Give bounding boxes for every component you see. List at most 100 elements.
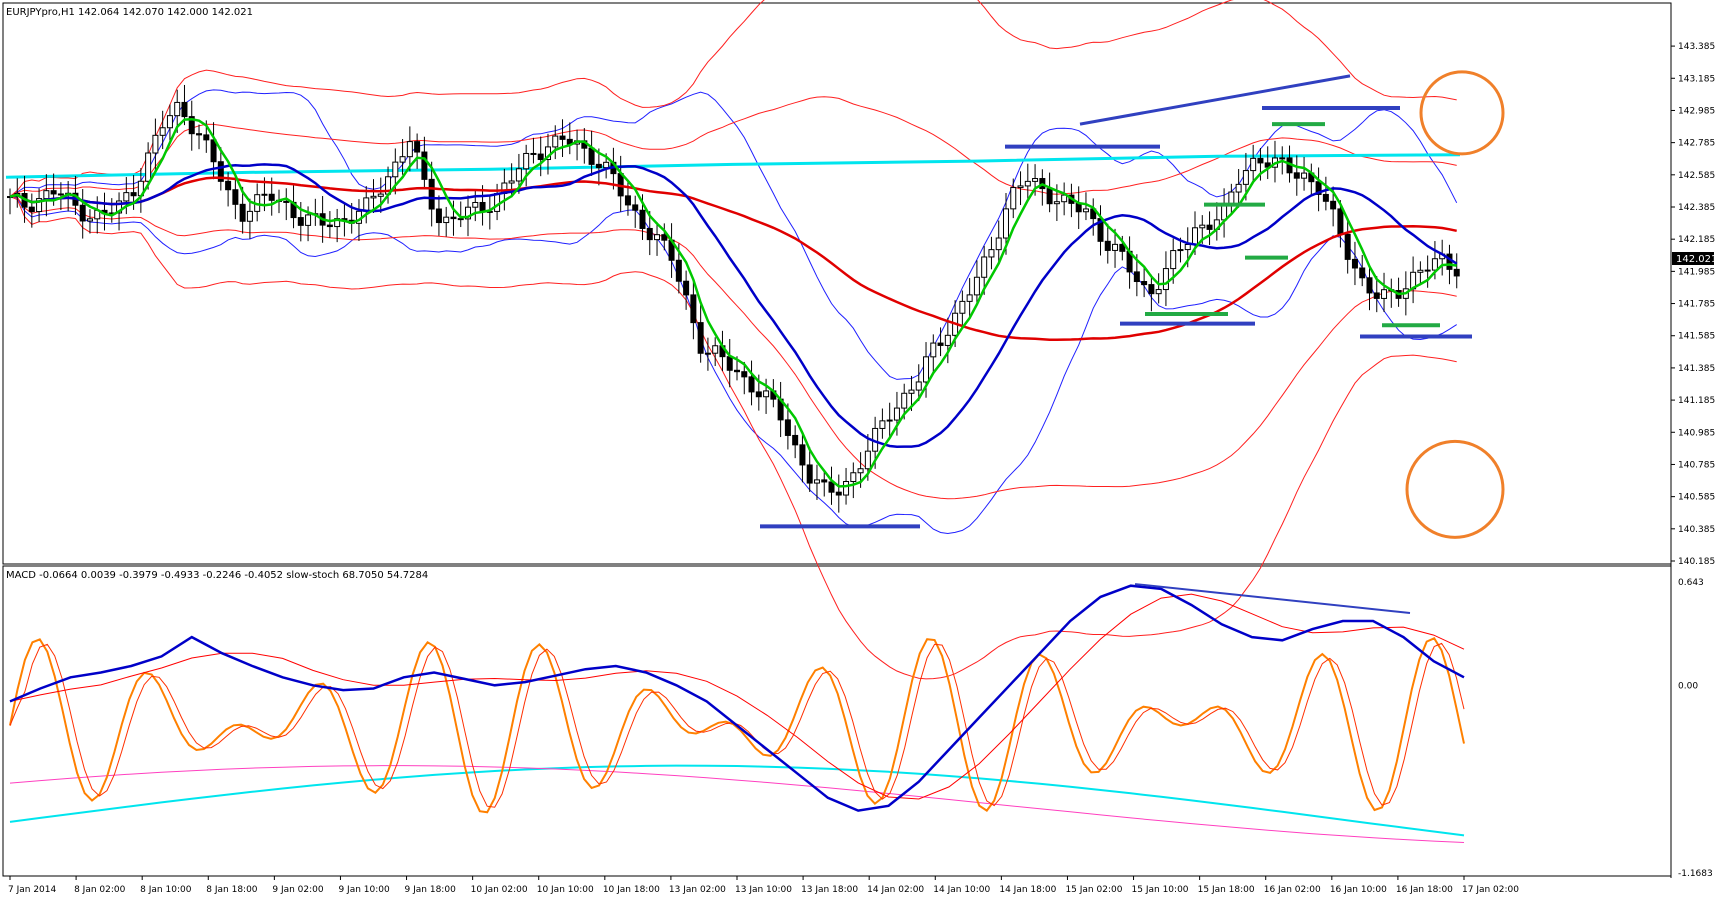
candle-body [893,407,900,421]
candle-body [792,434,799,446]
envelope-lower-outer [9,196,1457,680]
candle-body [850,472,857,483]
time-tick-label: 15 Jan 02:00 [1065,885,1122,895]
macd-layer [9,583,1465,843]
price-tick-label: 140.585 [1678,493,1715,503]
time-tick-label: 9 Jan 18:00 [405,885,457,895]
time-tick-label: 15 Jan 10:00 [1132,885,1189,895]
blue-ma-line [9,163,1458,449]
time-tick-label: 13 Jan 02:00 [669,885,726,895]
time-tick-label: 13 Jan 18:00 [801,885,858,895]
blue-trendline-upper [1079,74,1351,126]
candle-body [763,390,770,398]
candle-body [159,127,166,136]
macd-magenta-line [9,765,1465,843]
candle-body [297,217,304,226]
candle-body [246,210,253,222]
candle-body [603,161,610,169]
candle-body [734,369,740,373]
candle-body [428,178,435,210]
candle-body [552,135,559,148]
candle-body [79,204,86,222]
time-tick-label: 13 Jan 10:00 [735,885,792,895]
time-tick-label: 16 Jan 18:00 [1396,885,1453,895]
macd-panel-frame [2,565,1672,877]
price-tick-label: 142.385 [1678,203,1715,213]
macd-tick-label: 0.643 [1678,578,1704,588]
candle-body [1301,172,1308,179]
price-tick-label: 140.385 [1678,525,1715,535]
candle-body [697,322,704,354]
candle-body [43,190,50,200]
bollinger-upper-fast [9,89,1458,380]
candle-body [1373,292,1380,299]
time-tick-label: 14 Jan 10:00 [933,885,990,895]
candle-body [981,256,988,278]
candle-body [435,208,442,224]
main-chart-header: EURJPYpro,H1 142.064 142.070 142.000 142… [6,7,253,18]
orange-highlight-circle [1419,70,1505,156]
candle-body [421,151,428,180]
macd-signal-line [9,593,1465,800]
candle-body [930,342,937,358]
candle-body [595,163,602,169]
current-price-label: 142.021 [1676,254,1716,265]
price-tick-label: 140.185 [1678,557,1715,567]
candle-body [959,300,966,314]
candle-body [1337,208,1344,235]
candle-body [28,206,35,213]
time-tick-label: 15 Jan 18:00 [1198,885,1255,895]
candle-body [624,195,631,206]
candle-body [174,101,181,117]
candle-body [508,180,515,184]
candle-body [1199,224,1206,229]
candle-body [944,334,951,346]
candle-body [1242,170,1249,185]
cyan-ma-line [5,153,1461,179]
candle-body [377,193,384,197]
time-tick-label: 8 Jan 10:00 [140,885,192,895]
candle-body [690,294,697,324]
candle-body [1293,172,1300,179]
candle-body [1330,200,1337,210]
candle-body [988,249,995,258]
candle-body [1177,249,1184,252]
candle-body [537,153,544,161]
candle-body [181,101,188,118]
orange-highlight-circle [1405,439,1505,539]
candle-body [908,389,915,394]
time-tick-label: 14 Jan 02:00 [867,885,924,895]
time-tick-label: 10 Jan 10:00 [537,885,594,895]
candle-body [654,234,661,241]
candle-body [755,391,762,398]
price-tick-label: 142.785 [1678,139,1715,149]
candle-body [450,216,457,220]
candle-body [50,190,57,195]
candle-body [1024,180,1031,187]
candle-body [799,444,806,466]
candle-body [821,479,828,483]
candle-body [130,192,137,197]
candle-body [1061,194,1068,203]
candle-body [901,392,908,409]
price-tick-label: 143.385 [1678,42,1715,52]
candle-body [1257,157,1264,164]
candle-body [843,481,850,496]
candle-body [1119,243,1126,252]
candle-body [203,134,210,141]
current-price-tag [1672,252,1714,265]
candle-body [530,152,537,155]
candle-body [166,115,173,129]
candle-body [188,116,195,135]
candle-body [1381,289,1388,299]
candle-body [86,218,93,222]
candle-body [675,259,682,282]
candle-body [523,152,530,170]
candle-body [966,294,973,302]
candle-body [632,204,639,211]
envelope-upper-inner [9,96,1457,197]
candle-body [806,464,813,484]
candle-body [1017,185,1024,189]
